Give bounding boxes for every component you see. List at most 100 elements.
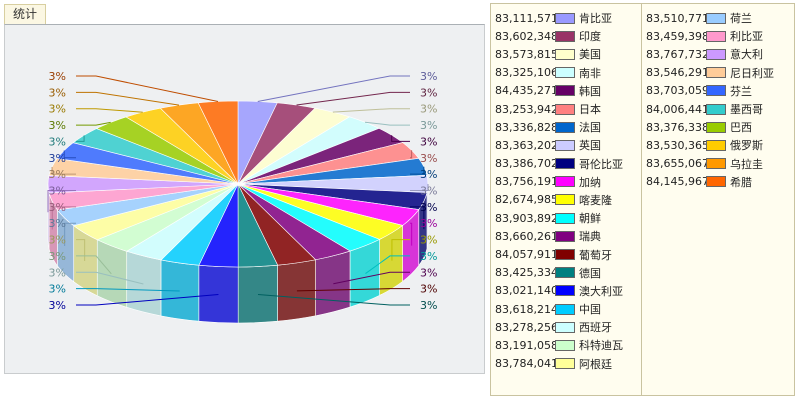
legend-item: 83,903,892 朝鲜: [495, 209, 623, 227]
legend-item: 83,756,191 加纳: [495, 173, 623, 191]
leader-line-28: [76, 91, 180, 106]
legend-value: 83,530,365: [646, 138, 709, 152]
legend-value: 84,145,967: [646, 175, 709, 189]
legend-value: 83,386,702: [495, 157, 558, 171]
legend-label: 巴西: [730, 121, 752, 135]
slice-label-4: 3%: [420, 135, 437, 148]
legend-label: 俄罗斯: [730, 139, 763, 153]
slice-label-17: 3%: [49, 266, 66, 279]
legend-swatch: [555, 103, 575, 115]
slice-label-16: 3%: [49, 283, 66, 296]
legend-label: 印度: [579, 30, 601, 44]
legend-swatch: [706, 121, 726, 133]
legend-item: 83,386,702 哥伦比亚: [495, 155, 623, 173]
legend-value: 83,660,261: [495, 229, 558, 243]
leader-line-6: [410, 166, 425, 175]
legend-value: 83,767,732: [646, 47, 709, 61]
legend-item: 83,767,732 意大利: [646, 45, 774, 63]
legend-label: 德国: [579, 266, 601, 280]
pie-slice-29[interactable]: [197, 100, 239, 185]
legend-value: 84,435,271: [495, 84, 558, 98]
slice-label-15: 3%: [49, 299, 66, 312]
legend-value: 83,459,398: [646, 29, 709, 43]
legend-label: 美国: [579, 48, 601, 62]
legend-swatch: [706, 85, 726, 97]
legend-item: 83,573,815 美国: [495, 45, 623, 63]
pie-side-12: [315, 250, 351, 317]
legend-swatch: [706, 139, 726, 151]
legend-value: 83,756,191: [495, 175, 558, 189]
legend-swatch: [555, 230, 575, 242]
legend-swatch: [555, 121, 575, 133]
legend-value: 83,021,140: [495, 284, 558, 298]
slice-label-18: 3%: [49, 250, 66, 263]
legend-label: 韩国: [579, 84, 601, 98]
legend-value: 83,573,815: [495, 47, 558, 61]
pie-side-17: [126, 250, 162, 317]
legend-value: 83,278,256: [495, 320, 558, 334]
legend-column-2: 83,510,771 荷兰 83,459,398 利比亚 83,767,732 意大利 83…: [646, 9, 774, 191]
legend-value: 83,191,058: [495, 338, 558, 352]
slice-label-11: 3%: [420, 250, 437, 263]
legend-value: 83,425,334: [495, 266, 558, 280]
legend-label: 芬兰: [730, 84, 752, 98]
legend-swatch: [706, 176, 726, 188]
legend-swatch: [706, 67, 726, 79]
slice-label-21: 3%: [49, 201, 66, 214]
legend-swatch: [555, 358, 575, 370]
legend-item: 83,111,571 肯比亚: [495, 9, 623, 27]
slice-label-29: 3%: [49, 70, 66, 83]
legend-swatch: [555, 158, 575, 170]
leader-line-1: [296, 91, 410, 106]
pie-side-14: [237, 264, 278, 324]
slice-label-28: 3%: [49, 86, 66, 99]
legend-item: 83,703,059 芬兰: [646, 82, 774, 100]
slice-label-25: 3%: [49, 135, 66, 148]
leader-line-19: [76, 239, 86, 262]
legend-item: 83,336,828 法国: [495, 118, 623, 136]
legend-label: 葡萄牙: [579, 248, 612, 262]
leader-line-27: [76, 108, 143, 113]
legend-swatch: [706, 30, 726, 42]
leader-line-10: [391, 239, 410, 261]
legend-label: 法国: [579, 121, 601, 135]
legend-value: 83,376,338: [646, 120, 709, 134]
slice-label-20: 3%: [49, 217, 66, 230]
legend-item: 83,459,398 利比亚: [646, 27, 774, 45]
legend-label: 墨西哥: [730, 103, 763, 117]
legend-item: 84,006,441 墨西哥: [646, 100, 774, 118]
legend-value: 83,546,291: [646, 66, 709, 80]
leader-line-12: [333, 271, 410, 285]
leader-line-21: [51, 206, 76, 230]
legend-swatch: [706, 12, 726, 24]
legend-swatch: [555, 85, 575, 97]
leader-line-0: [257, 75, 410, 102]
legend-value: 83,784,041: [495, 357, 558, 371]
slice-label-24: 3%: [49, 152, 66, 165]
leader-line-3: [364, 121, 410, 126]
leader-line-29: [76, 75, 219, 102]
slice-label-26: 3%: [49, 119, 66, 132]
legend-value: 83,253,942: [495, 102, 558, 116]
slice-label-1: 3%: [420, 86, 437, 99]
slice-label-6: 3%: [420, 168, 437, 181]
leader-line-5: [410, 150, 413, 159]
legend-label: 英国: [579, 139, 601, 153]
leader-line-2: [332, 108, 410, 113]
legend-item: 83,618,214 中国: [495, 300, 623, 318]
legend-item: 83,510,771 荷兰: [646, 9, 774, 27]
legend: 83,111,571 肯比亚 83,602,348 印度 83,573,815 美国 83,…: [490, 3, 795, 396]
chart-tab[interactable]: 统计: [4, 4, 47, 24]
legend-label: 尼日利亚: [730, 66, 774, 80]
legend-label: 肯比亚: [579, 12, 612, 26]
legend-swatch: [555, 139, 575, 151]
legend-swatch: [555, 303, 575, 315]
legend-item: 83,425,334 德国: [495, 264, 623, 282]
legend-item: 84,057,911 葡萄牙: [495, 245, 623, 263]
legend-label: 加纳: [579, 175, 601, 189]
legend-label: 西班牙: [579, 321, 612, 335]
legend-item: 84,145,967 希腊: [646, 173, 774, 191]
legend-label: 南非: [579, 66, 601, 80]
leader-line-22: [47, 190, 76, 213]
legend-item: 83,363,202 英国: [495, 136, 623, 154]
